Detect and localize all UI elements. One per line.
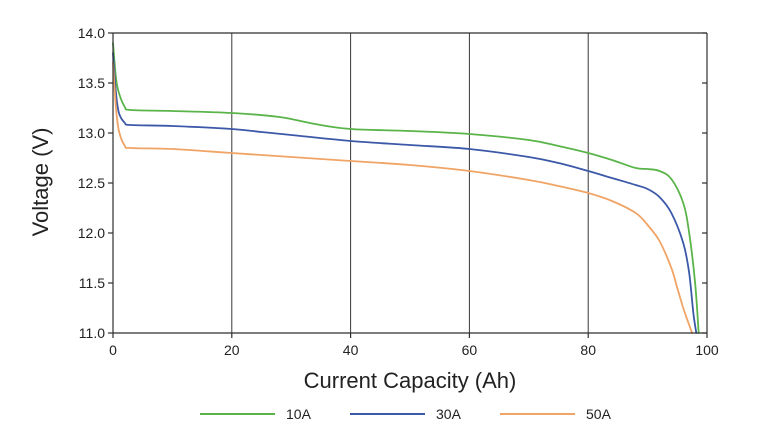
tick-label-layer: 0 20 40 60 80 100 11.0 11.5 12.0 12.5 13.0 13.5 14.0 [78,25,719,358]
series-line-50a [112,62,694,334]
ticks-layer [108,32,708,338]
x-tick-label-60: 60 [462,342,478,358]
axes-layer [112,32,708,334]
legend-label-30a: 30A [436,406,462,422]
x-tick-label-100: 100 [695,342,719,358]
x-tick-label-20: 20 [224,342,240,358]
y-axis-title: Voltage (V) [28,128,53,237]
x-tick-label-80: 80 [580,342,596,358]
grid-layer [231,33,589,333]
series-line-10a [112,42,700,334]
y-tick-label-14.0: 14.0 [78,25,105,41]
y-tick-label-13.0: 13.0 [78,125,105,141]
x-axis-title: Current Capacity (Ah) [304,368,517,393]
legend: 10A 30A 50A [200,406,612,422]
x-tick-label-0: 0 [109,342,117,358]
y-tick-label-13.5: 13.5 [78,75,105,91]
legend-label-50a: 50A [586,406,612,422]
series-line-30a [112,52,698,334]
y-tick-label-12.0: 12.0 [78,225,105,241]
series-layer [112,42,700,334]
y-tick-label-12.5: 12.5 [78,175,105,191]
legend-label-10a: 10A [286,406,312,422]
y-tick-label-11.0: 11.0 [79,325,105,341]
y-tick-label-11.5: 11.5 [79,275,105,291]
x-tick-label-40: 40 [343,342,359,358]
